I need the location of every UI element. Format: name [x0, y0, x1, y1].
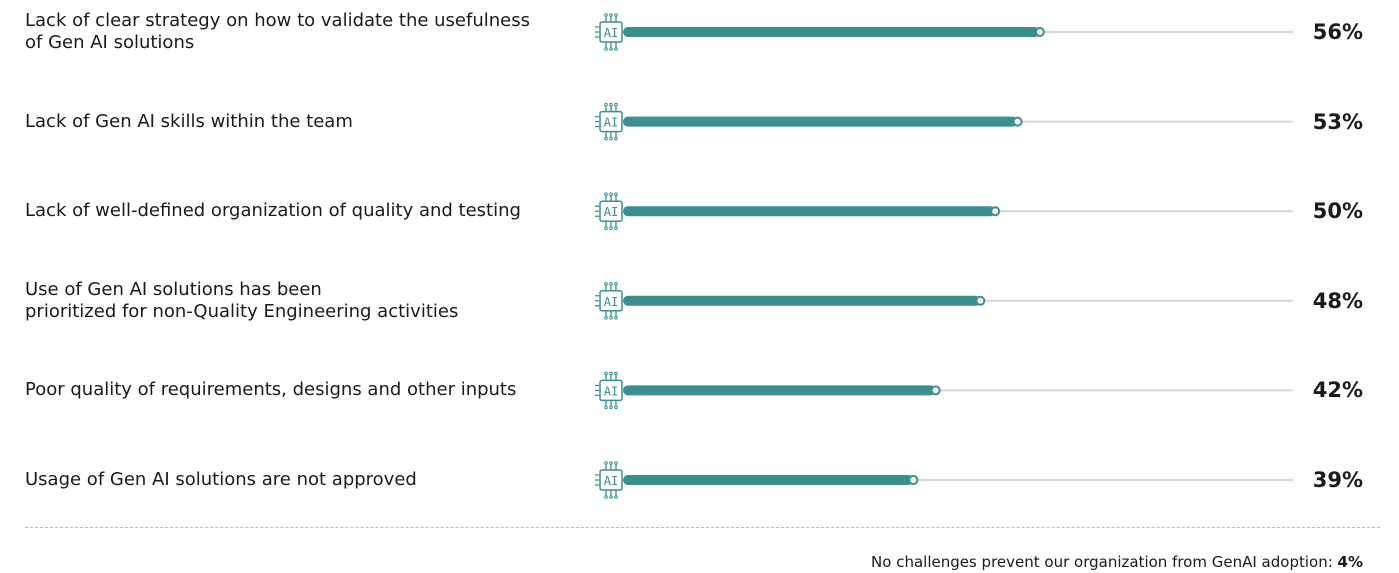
- icon-pin-dot: [604, 192, 608, 196]
- footnote-value: 4%: [1337, 553, 1363, 571]
- bar: [623, 385, 936, 396]
- icon-pin-dot: [604, 226, 608, 230]
- icon-pin-dot: [614, 495, 618, 499]
- icon-label: AI: [604, 474, 618, 488]
- icon-pin-dot: [604, 13, 608, 17]
- icon-pin-dot: [614, 13, 618, 17]
- icon-pin-dot: [614, 461, 618, 465]
- icon-body: [599, 200, 623, 222]
- icon-pin-dot: [604, 281, 608, 286]
- bar-end: [990, 206, 1001, 217]
- icon-pin-dot: [609, 461, 613, 465]
- icon-pin-dot: [609, 13, 613, 17]
- icon-pin-dot: [614, 371, 618, 376]
- icon-pin-dot: [614, 47, 618, 51]
- icon-pin-dot: [614, 136, 618, 141]
- icon-pin-dot: [604, 136, 608, 141]
- value-label: 53%: [1312, 109, 1363, 134]
- icon-label: AI: [604, 26, 618, 40]
- ai-icon: AI: [595, 281, 623, 320]
- icon-pin-dot: [604, 405, 608, 410]
- icon-pin-dot: [609, 192, 613, 196]
- value-label: 50%: [1312, 199, 1363, 224]
- icon-label: AI: [604, 116, 618, 130]
- ai-icon: AI: [595, 192, 623, 230]
- category-label: Poor quality of requirements, designs an…: [25, 379, 517, 401]
- bar: [623, 475, 914, 485]
- icon-label: AI: [604, 384, 618, 398]
- value-label: 39%: [1312, 468, 1363, 492]
- category-label: Usage of Gen AI solutions are not approv…: [25, 469, 417, 490]
- icon-pin-dot: [609, 371, 613, 376]
- value-label: 56%: [1312, 20, 1363, 44]
- icon-pin-dot: [604, 461, 608, 465]
- icon-label: AI: [604, 205, 618, 219]
- icon-body: [599, 379, 623, 402]
- icon-pin-dot: [609, 47, 613, 51]
- icon-pin-dot: [614, 315, 618, 320]
- value-label: 42%: [1312, 378, 1363, 403]
- bar-end: [908, 475, 919, 485]
- bar-end: [1012, 116, 1023, 127]
- icon-body: [599, 469, 623, 491]
- icon-pin-dot: [614, 102, 618, 107]
- icon-pin-dot: [609, 315, 613, 320]
- bar-end: [930, 385, 941, 396]
- value-label: 48%: [1312, 288, 1363, 313]
- bar: [623, 206, 996, 217]
- icon-pin-dot: [614, 405, 618, 410]
- icon-body: [599, 21, 623, 43]
- ai-icon: AI: [595, 102, 623, 141]
- category-label: Lack of Gen AI skills within the team: [25, 110, 353, 132]
- icon-body: [599, 290, 623, 312]
- icon-pin-dot: [609, 405, 613, 410]
- ai-icon: AI: [595, 13, 623, 51]
- icon-pin-dot: [604, 371, 608, 376]
- icon-pin-dot: [609, 281, 613, 286]
- category-label: Lack of well-defined organization of qua…: [25, 200, 521, 222]
- icon-pin-dot: [614, 226, 618, 230]
- icon-pin-dot: [614, 281, 618, 286]
- separator: [25, 527, 1380, 528]
- ai-icon: AI: [595, 371, 623, 410]
- icon-pin-dot: [604, 47, 608, 51]
- icon-pin-dot: [604, 315, 608, 320]
- icon-pin-dot: [609, 136, 613, 141]
- icon-pin-dot: [609, 495, 613, 499]
- category-label: Lack of clear strategy on how to validat…: [25, 10, 530, 53]
- bar-end: [1034, 27, 1045, 37]
- icon-pin-dot: [604, 495, 608, 499]
- icon-label: AI: [604, 295, 618, 309]
- footnote-text: No challenges prevent our organization f…: [871, 553, 1338, 571]
- bar: [623, 295, 981, 306]
- footnote: No challenges prevent our organization f…: [871, 553, 1363, 571]
- icon-pin-dot: [609, 102, 613, 107]
- icon-pin-dot: [609, 226, 613, 230]
- icon-body: [599, 110, 623, 133]
- icon-pin-dot: [614, 192, 618, 196]
- bar-end: [975, 295, 986, 306]
- icon-pin-dot: [604, 102, 608, 107]
- category-label: Use of Gen AI solutions has been priorit…: [25, 278, 459, 322]
- bar: [623, 116, 1018, 127]
- ai-icon: AI: [595, 461, 623, 499]
- bar: [623, 27, 1040, 37]
